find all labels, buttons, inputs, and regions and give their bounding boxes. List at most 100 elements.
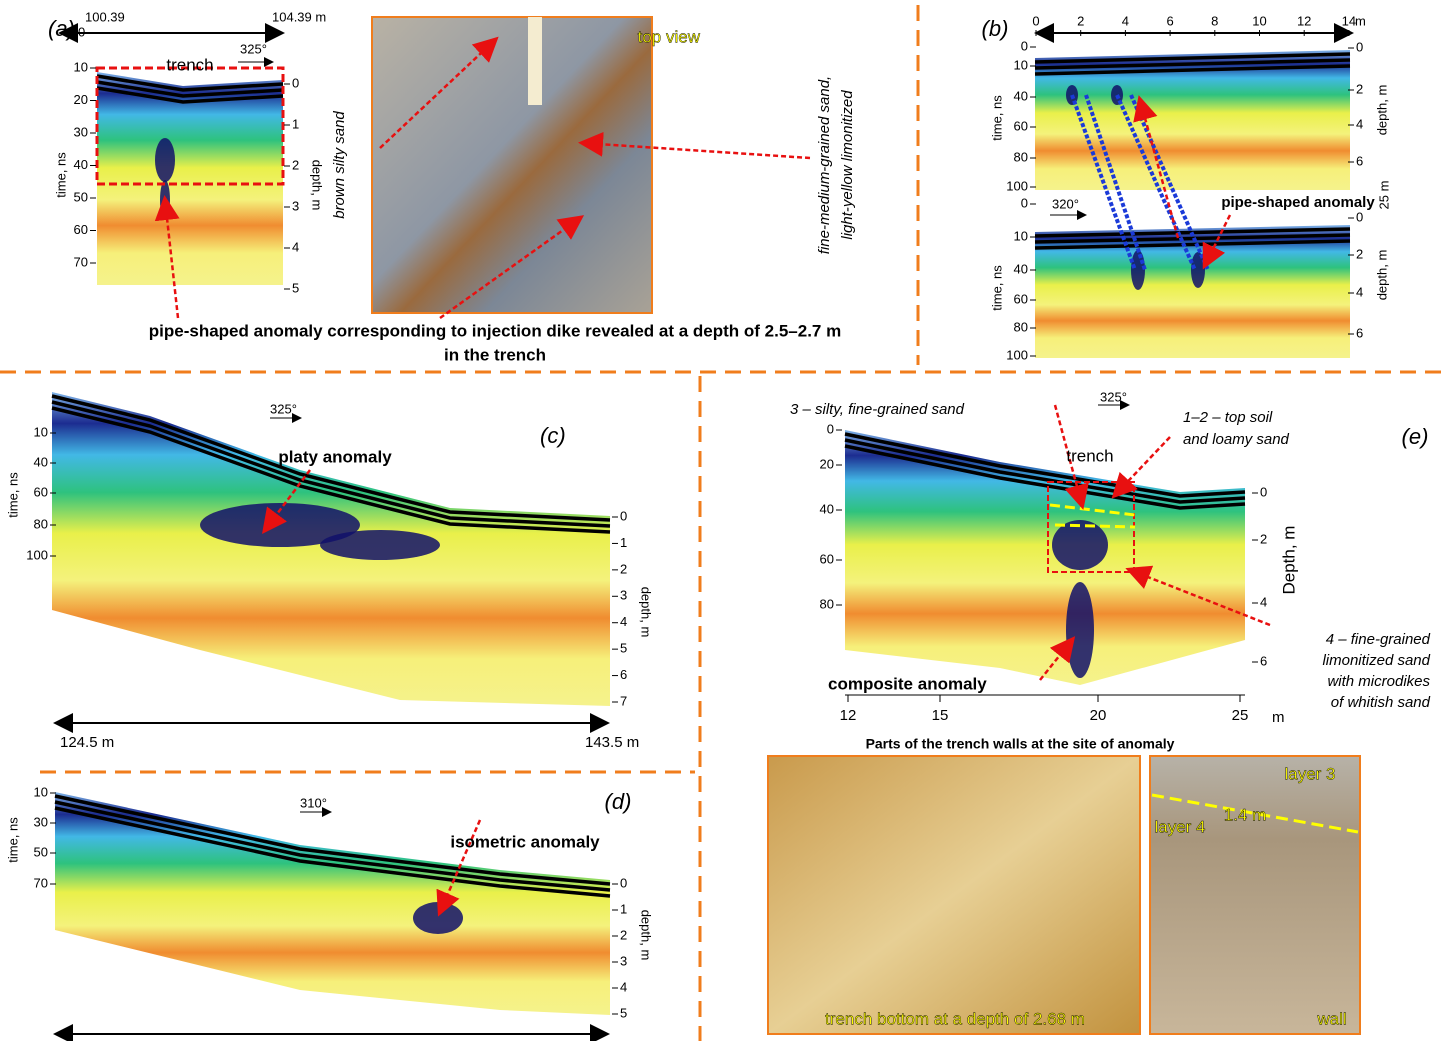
azimuth: 310°	[300, 795, 327, 810]
depth-tick: 6	[1356, 325, 1363, 340]
axis-label: 100.39	[85, 9, 125, 24]
axis-title: depth, m	[1374, 85, 1389, 136]
anomaly-label: isometric anomaly	[450, 832, 600, 851]
x-unit: m	[1355, 13, 1366, 28]
side-text: light-yellow limonitized	[839, 90, 856, 240]
anomaly-blob	[160, 180, 170, 220]
axis-title: time, ns	[53, 152, 68, 198]
axis-label: 124.5 m	[60, 734, 114, 751]
time-tick: 50	[74, 189, 88, 204]
time-tick: 20	[820, 456, 834, 471]
time-tick: 80	[1014, 319, 1028, 334]
depth-tick: 6	[1260, 653, 1267, 668]
azimuth: 325°	[240, 41, 267, 56]
time-tick: 70	[74, 254, 88, 269]
layer-label: with microdikes	[1327, 673, 1430, 690]
time-tick: 40	[820, 501, 834, 516]
time-tick: 100	[26, 547, 48, 562]
depth-tick: 0	[620, 875, 627, 890]
depth-tick: 4	[620, 979, 627, 994]
axis-title: time, ns	[989, 265, 1004, 311]
time-tick: 40	[74, 157, 88, 172]
depth-tick: 1	[292, 116, 299, 131]
panel-label: (c)	[540, 423, 566, 448]
depth-tick: 6	[1356, 153, 1363, 168]
time-tick: 20	[74, 92, 88, 107]
axis-title: depth, m	[639, 587, 654, 638]
depth-tick: 1	[620, 901, 627, 916]
time-tick: 10	[1014, 57, 1028, 72]
side-text: brown silty sand	[331, 111, 348, 219]
depth-tick: 2	[292, 157, 299, 172]
anomaly-label: pipe-shaped anomaly	[1221, 194, 1375, 211]
photo	[768, 756, 1140, 1034]
axis-title: depth, m	[1374, 250, 1389, 301]
anomaly-blob	[1052, 520, 1108, 570]
time-tick: 70	[34, 875, 48, 890]
x-tick: 2	[1077, 13, 1084, 28]
layer-label: 1–2 – top soil	[1183, 409, 1273, 426]
photo-label: layer 4	[1154, 817, 1205, 836]
anomaly-blob	[155, 138, 175, 182]
gap-label: 25 m	[1376, 181, 1391, 210]
x-tick: 20	[1090, 707, 1107, 724]
x-tick: 10	[1252, 13, 1266, 28]
depth-tick: 0	[1356, 209, 1363, 224]
depth-tick: 4	[620, 614, 627, 629]
depth-tick: 2	[1260, 531, 1267, 546]
radargram	[97, 72, 283, 285]
depth-tick: 2	[1356, 81, 1363, 96]
depth-tick: 2	[620, 927, 627, 942]
trench-label: trench	[1066, 446, 1113, 465]
anomaly-blob	[320, 530, 440, 560]
artwork	[50, 17, 1360, 1034]
azimuth: 325°	[270, 401, 297, 416]
depth-tick: 5	[292, 280, 299, 295]
depth-tick: 1	[620, 535, 627, 550]
time-tick: 60	[1014, 118, 1028, 133]
depth-tick: 0	[292, 75, 299, 90]
depth-tick: 3	[620, 953, 627, 968]
trench-label: trench	[166, 55, 213, 74]
side-text: fine-medium-grained sand,	[816, 76, 833, 254]
depth-tick: 0	[1260, 484, 1267, 499]
axis-label: 104.39 m	[272, 9, 326, 24]
axis-label: 0	[78, 24, 85, 39]
depth-tick: 0	[620, 508, 627, 523]
photo-label: 1.4 m	[1224, 805, 1267, 824]
depth-tick: 2	[1356, 246, 1363, 261]
azimuth: 325°	[1100, 389, 1127, 404]
depth-tick: 3	[292, 198, 299, 213]
photo-label: top view	[638, 27, 701, 46]
axis-title: depth, m	[639, 910, 654, 961]
x-tick: 8	[1211, 13, 1218, 28]
photo	[1150, 756, 1360, 1034]
time-tick: 0	[1021, 195, 1028, 210]
depth-tick: 3	[620, 588, 627, 603]
x-tick: 15	[932, 707, 949, 724]
time-tick: 80	[1014, 149, 1028, 164]
time-tick: 40	[34, 454, 48, 469]
panel-label: (b)	[982, 16, 1009, 41]
photo-label: layer 3	[1284, 764, 1335, 783]
ruler	[528, 17, 542, 105]
time-tick: 40	[1014, 261, 1028, 276]
radargram	[845, 430, 1245, 685]
time-tick: 80	[34, 516, 48, 531]
photos-title: Parts of the trench walls at the site of…	[866, 736, 1175, 752]
caption: in the trench	[444, 345, 546, 364]
depth-tick: 0	[1356, 39, 1363, 54]
time-tick: 100	[1006, 347, 1028, 362]
axis-title: depth, m	[310, 160, 325, 211]
time-tick: 10	[74, 59, 88, 74]
time-tick: 10	[34, 784, 48, 799]
anomaly-blob	[1131, 250, 1145, 290]
layer-label: of whitish sand	[1331, 694, 1431, 711]
time-tick: 30	[74, 124, 88, 139]
x-tick: 25	[1232, 707, 1249, 724]
panel-label: (d)	[605, 789, 632, 814]
axis-title: Depth, m	[1279, 526, 1298, 595]
time-tick: 30	[34, 814, 48, 829]
panel-label: (a)	[48, 16, 75, 41]
x-unit: m	[1272, 709, 1285, 726]
